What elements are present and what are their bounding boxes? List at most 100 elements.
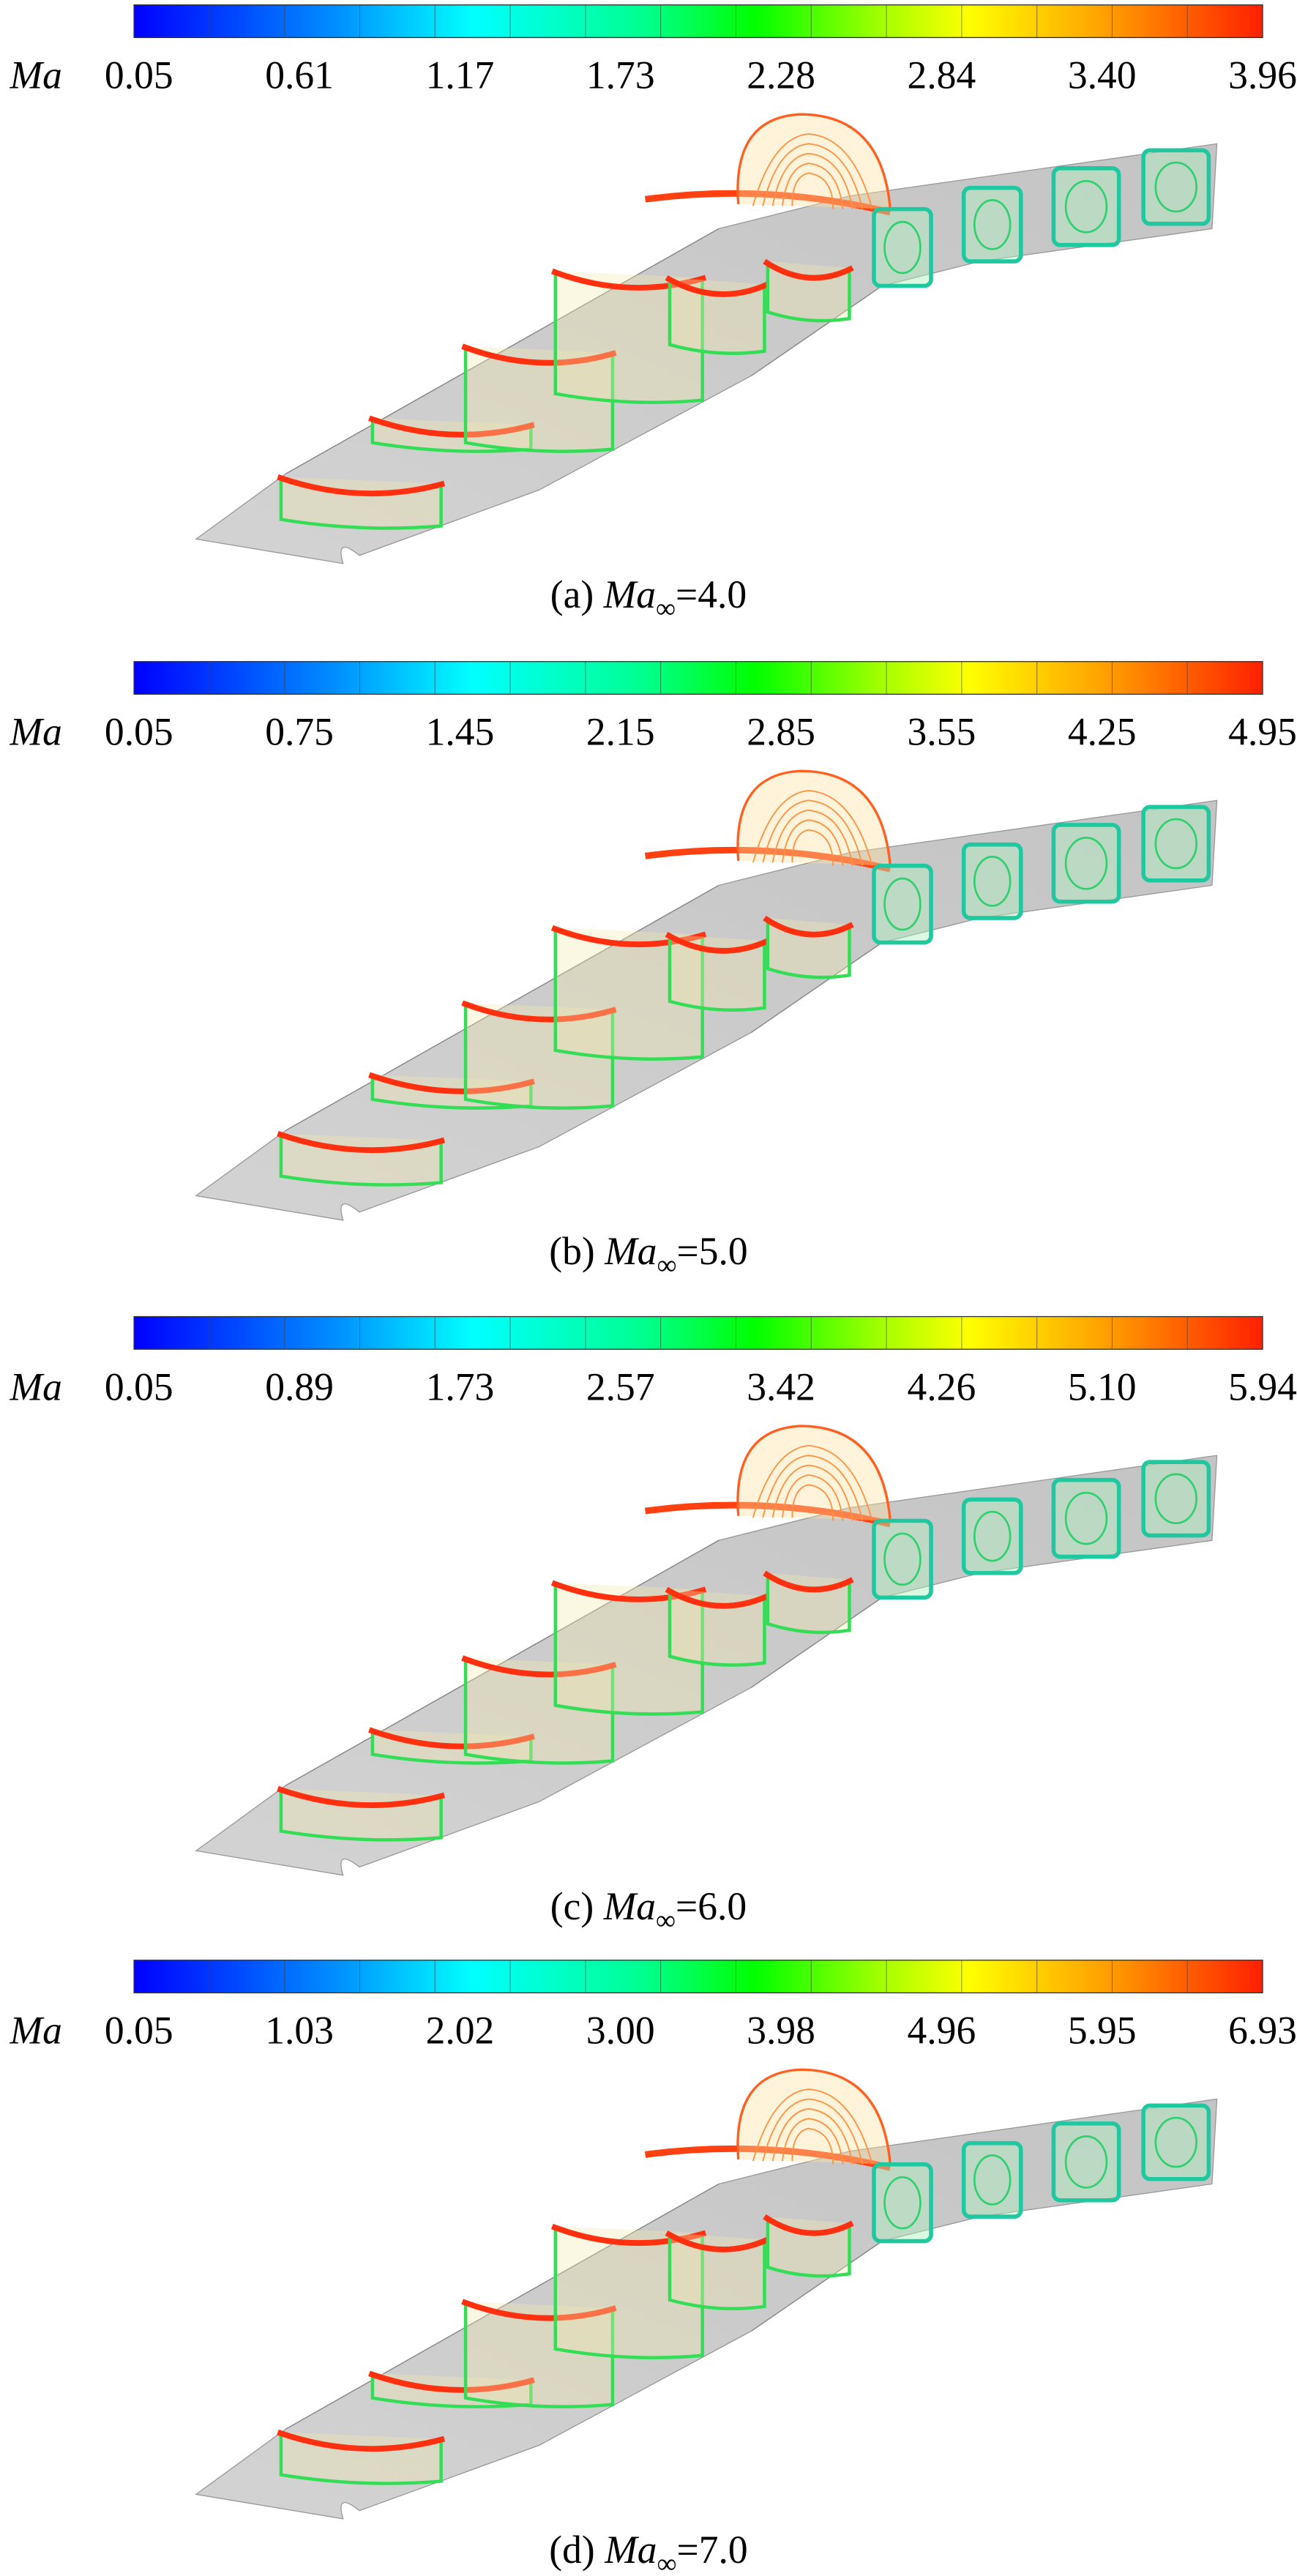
- duct-section: [1141, 1460, 1211, 1538]
- cross-section: [463, 2301, 615, 2408]
- caption-suffix: =7.0: [677, 2528, 748, 2572]
- cross-section: [668, 277, 766, 355]
- colorbar-tick-label: 0.89: [265, 1364, 334, 1408]
- duct-contour: [1064, 837, 1108, 890]
- caption: (b) Ma∞=5.0: [549, 1229, 747, 1280]
- colorbar-tick-label: 3.96: [1228, 53, 1297, 97]
- duct-contour: [973, 856, 1012, 907]
- colorbar: [133, 661, 1263, 695]
- duct-contour: [1154, 161, 1197, 213]
- caption-prefix: (a): [550, 572, 594, 616]
- cowl-section: [644, 190, 892, 216]
- cross-section-top: [277, 474, 446, 497]
- duct-section: [872, 2162, 933, 2244]
- caption-prefix: (b): [549, 1229, 594, 1273]
- duct-section: [872, 863, 933, 945]
- duct-contour: [973, 2154, 1012, 2206]
- colorbar-tick-label: 2.28: [747, 53, 815, 97]
- caption: (d) Ma∞=7.0: [549, 2528, 747, 2576]
- cross-section-top: [277, 1130, 446, 1154]
- shock-dome: [736, 2068, 892, 2165]
- shock-contour: [791, 829, 834, 866]
- cross-section-top: [461, 343, 617, 366]
- duct-contour: [883, 220, 922, 275]
- shock-contour: [771, 1464, 853, 1521]
- caption-prefix: (c): [550, 1884, 594, 1928]
- cross-section: [553, 1583, 704, 1716]
- colorbar-tick-label: 6.93: [1228, 2009, 1297, 2053]
- duct-section: [1051, 823, 1121, 904]
- colorbar-tick-label: 5.10: [1068, 1364, 1137, 1408]
- shock-contour: [782, 819, 844, 866]
- duct-contour: [1064, 2135, 1108, 2189]
- colorbar-tick-label: 3.42: [747, 1364, 815, 1408]
- duct-section: [961, 1497, 1023, 1575]
- duct-section: [961, 185, 1023, 264]
- duct-section: [872, 1518, 933, 1600]
- duct-section: [1051, 2121, 1121, 2203]
- caption-variable: Ma: [604, 2528, 657, 2572]
- duct-section: [961, 2140, 1023, 2219]
- cross-section-top: [550, 925, 707, 947]
- caption: (a) Ma∞=4.0: [550, 572, 747, 624]
- colorbar-label: Ma: [10, 710, 62, 754]
- colorbar-tick-label: 2.15: [586, 710, 655, 754]
- cross-section-top: [461, 1000, 617, 1023]
- cross-section-top: [368, 1072, 535, 1094]
- cross-section-top: [763, 1570, 854, 1593]
- caption-subscript: ∞: [656, 593, 676, 624]
- shock-contour: [762, 799, 864, 866]
- caption-subscript: ∞: [656, 1905, 676, 1935]
- shock-contour: [752, 790, 873, 866]
- duct-contour: [883, 877, 922, 931]
- colorbar-tick-label: 4.26: [908, 1364, 976, 1408]
- cowl-section: [644, 2145, 892, 2171]
- shock-contour: [771, 152, 853, 209]
- cross-section: [553, 927, 704, 1061]
- cross-section: [668, 934, 766, 1012]
- cross-section-top: [550, 2223, 707, 2246]
- colorbar: [133, 1960, 1263, 1994]
- duct-section: [1051, 1477, 1121, 1559]
- duct-section: [1051, 166, 1121, 247]
- colorbar-tick-label: 1.17: [426, 53, 495, 97]
- cross-section-top: [665, 275, 769, 297]
- caption-variable: Ma: [604, 1229, 657, 1273]
- colorbar-tick-label: 2.02: [426, 2009, 495, 2053]
- colorbar-tick-label: 2.57: [586, 1364, 655, 1408]
- cross-section-top: [368, 2370, 535, 2393]
- colorbar-label: Ma: [10, 53, 62, 97]
- caption-subscript: ∞: [657, 1250, 677, 1281]
- colorbar-tick-label: 3.98: [747, 2009, 815, 2053]
- inlet-edge: [285, 884, 883, 1131]
- duct-contour: [973, 199, 1012, 250]
- panel: Ma 0.05 1.03 2.02 3.00 3.98 4.96 5.95 6.93(d) Ma∞…: [10, 1960, 1297, 2576]
- cross-section: [463, 1657, 615, 1765]
- duct-contour: [883, 2176, 922, 2230]
- colorbar-tick-label: 1.73: [586, 53, 655, 97]
- cross-section-top: [665, 2230, 769, 2252]
- shock-contour: [782, 1474, 844, 1521]
- shock-contour: [771, 809, 853, 866]
- colorbar-tick-label: 1.73: [426, 1364, 495, 1408]
- colorbar-tick-label: 3.55: [908, 710, 976, 754]
- shock-contour: [782, 163, 844, 209]
- cross-section: [463, 1003, 615, 1110]
- caption-suffix: =5.0: [677, 1229, 748, 1273]
- duct-section: [1141, 804, 1211, 883]
- cross-section-top: [763, 2214, 854, 2236]
- cross-section-top: [763, 915, 854, 938]
- cross-section: [553, 2226, 704, 2359]
- colorbar-tick-label: 0.05: [105, 1364, 173, 1408]
- cross-section-top: [665, 932, 769, 954]
- caption-suffix: =4.0: [676, 572, 747, 616]
- duct-contour: [1154, 2116, 1197, 2168]
- cross-section-top: [368, 1727, 535, 1750]
- shock-contour: [752, 133, 873, 209]
- shock-dome: [736, 1425, 892, 1521]
- colorbar: [133, 4, 1263, 38]
- shock-contour: [782, 2118, 844, 2165]
- cross-section-top: [550, 1580, 707, 1602]
- panel: Ma 0.05 0.75 1.45 2.15 2.85 3.55 4.25 4.95(b) Ma∞…: [10, 661, 1297, 1281]
- duct-contour: [1064, 1491, 1108, 1545]
